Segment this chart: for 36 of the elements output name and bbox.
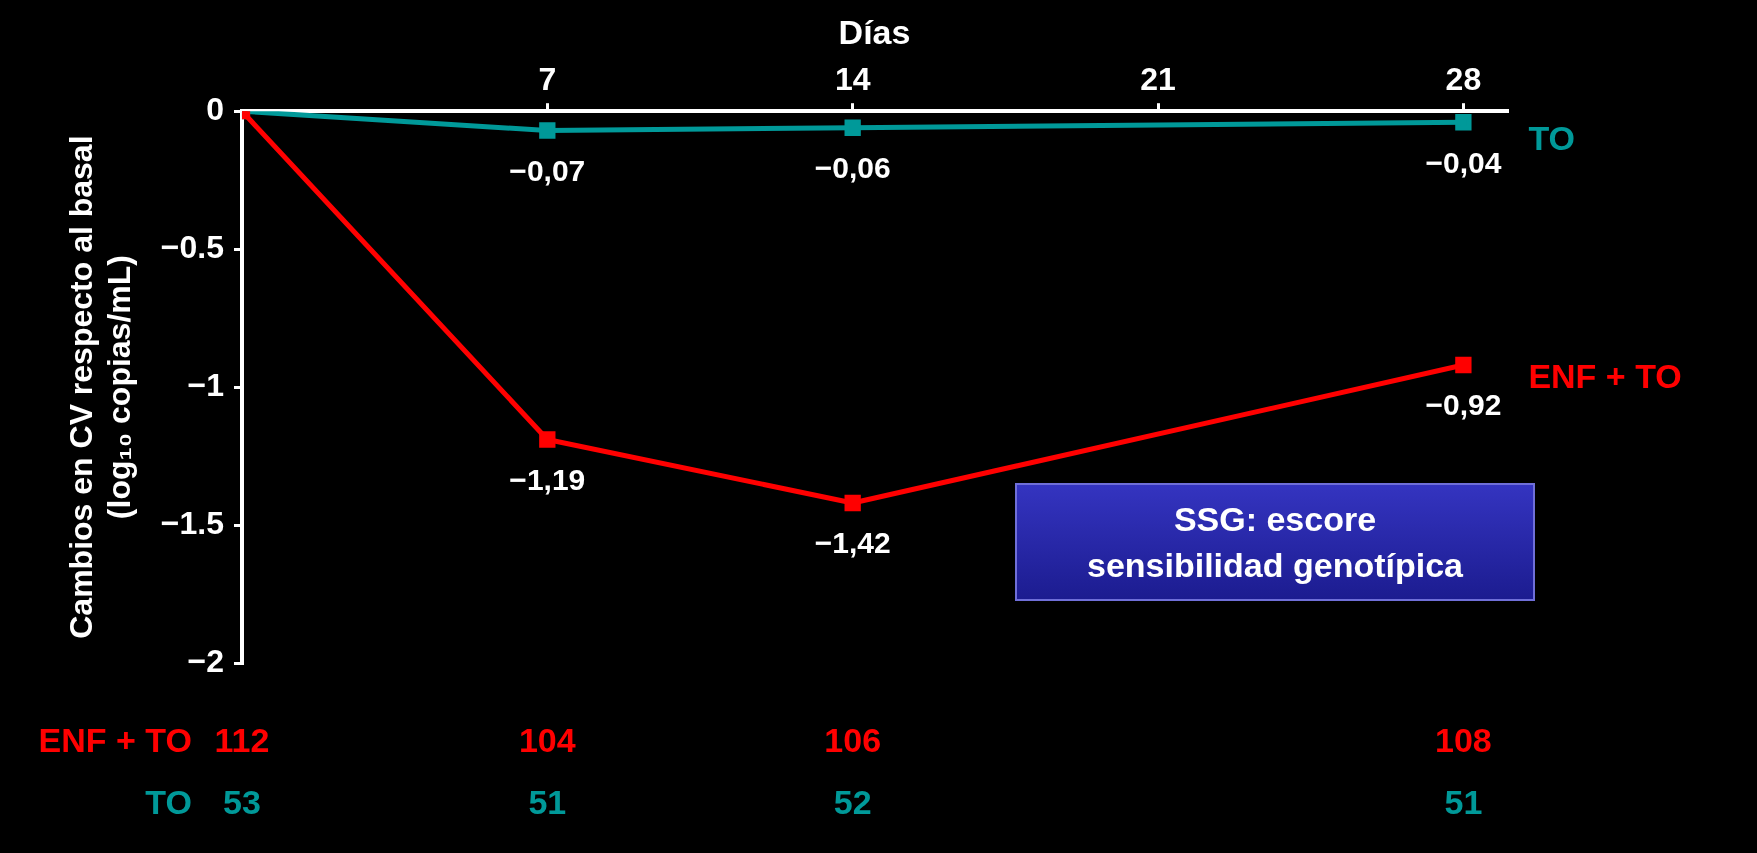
text: 51 — [528, 783, 567, 822]
y-tick-label: −1 — [187, 366, 224, 403]
data-label: −0,06 — [814, 151, 891, 185]
text: ENF + TO — [38, 721, 192, 760]
text: 112 — [214, 721, 270, 760]
text: 106 — [824, 721, 882, 760]
y-axis-title: Cambios en CV respecto al basal (log₁₀ copias/mL) — [63, 135, 138, 639]
text: TO — [145, 783, 192, 822]
data-label: −0,04 — [1425, 145, 1502, 179]
data-label: −1,19 — [509, 462, 586, 496]
x-tick-label: 21 — [1140, 60, 1176, 97]
x-tick-label: 7 — [538, 60, 557, 97]
text: 52 — [833, 783, 872, 822]
x-axis-title: Días — [838, 12, 911, 51]
text: 104 — [518, 721, 576, 760]
x-tick-label: 28 — [1445, 60, 1482, 97]
point — [1455, 356, 1472, 374]
point — [1455, 114, 1472, 131]
y-tick-label: −2 — [187, 642, 224, 679]
y-tick-label: 0 — [206, 91, 224, 128]
series-label: ENF + TO — [1528, 357, 1682, 396]
x-tick-label: 14 — [834, 60, 871, 97]
text: 51 — [1444, 783, 1483, 822]
data-label: −0,92 — [1425, 388, 1502, 422]
point — [539, 122, 556, 139]
y-tick-label: −1.5 — [160, 504, 224, 541]
point — [844, 494, 861, 512]
point — [844, 119, 861, 136]
note-box: SSG: escore sensibilidad genotípica — [1015, 483, 1535, 601]
y-tick-label: −0.5 — [160, 228, 224, 265]
data-label: −1,42 — [814, 526, 891, 560]
series-label: TO — [1528, 118, 1575, 157]
text: 53 — [223, 783, 261, 822]
text: 108 — [1435, 721, 1492, 760]
data-label: −0,07 — [509, 153, 586, 187]
point — [539, 431, 556, 448]
